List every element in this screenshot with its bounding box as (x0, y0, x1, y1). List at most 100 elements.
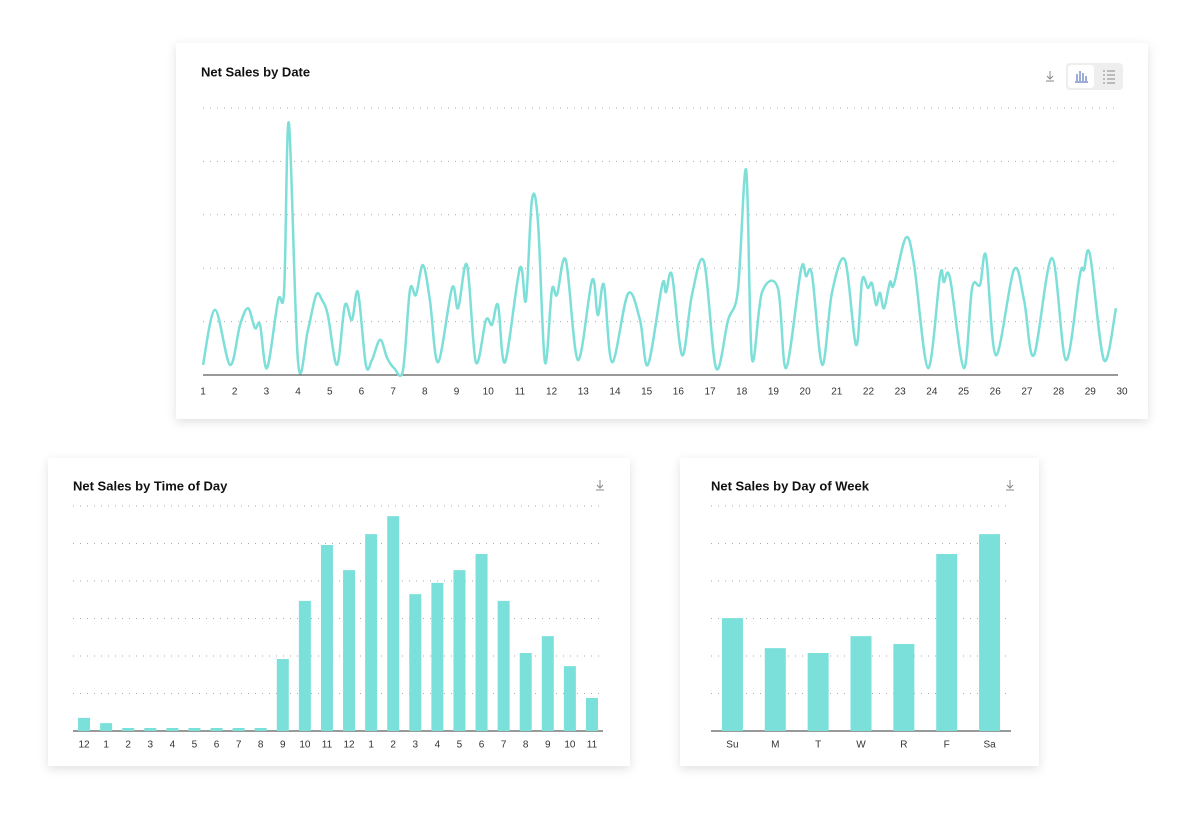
x-tick-label: 27 (1021, 387, 1033, 398)
bar (893, 644, 915, 731)
x-tick-label: 11 (322, 740, 333, 751)
x-tick-label: 19 (768, 387, 780, 398)
x-tick-label: 5 (457, 740, 463, 751)
bar (100, 723, 113, 731)
sales-line (201, 121, 1118, 378)
chart-view-button[interactable] (1068, 65, 1094, 88)
x-tick-label: 4 (170, 740, 176, 751)
bar (764, 648, 786, 731)
bar (519, 653, 532, 731)
bar (541, 636, 554, 731)
x-tick-label: 15 (641, 387, 653, 398)
x-tick-label: 16 (673, 387, 685, 398)
x-tick-label: 6 (214, 740, 220, 751)
x-tick-label: 23 (895, 387, 907, 398)
x-tick-label: 4 (435, 740, 441, 751)
bar (585, 698, 598, 731)
x-tick-label: W (856, 740, 866, 751)
x-tick-label: 12 (546, 387, 558, 398)
x-tick-label: 17 (704, 387, 716, 398)
bar (475, 554, 488, 731)
x-tick-label: 14 (609, 387, 621, 398)
x-tick-label: 7 (501, 740, 507, 751)
x-tick-label: 25 (958, 387, 970, 398)
x-tick-label: M (771, 740, 779, 751)
x-tick-label: 28 (1053, 387, 1065, 398)
x-tick-label: 5 (327, 387, 333, 398)
x-tick-label: 5 (192, 740, 198, 751)
x-tick-label: 1 (200, 387, 206, 398)
x-tick-label: 18 (736, 387, 748, 398)
download-icon[interactable] (1046, 71, 1054, 82)
x-tick-label: 3 (264, 387, 270, 398)
chart-title: Net Sales by Date (201, 64, 310, 79)
x-tick-label: 26 (990, 387, 1002, 398)
bar (850, 636, 872, 731)
x-tick-label: 7 (390, 387, 396, 398)
x-tick-label: 13 (578, 387, 590, 398)
bar (936, 554, 958, 731)
bar (497, 600, 510, 731)
bar (453, 570, 466, 731)
bar (144, 728, 157, 731)
download-icon[interactable] (1006, 480, 1014, 491)
bar (210, 728, 223, 731)
x-tick-label: 8 (523, 740, 529, 751)
x-tick-label: 11 (515, 387, 526, 398)
x-tick-label: 3 (148, 740, 154, 751)
bar (807, 653, 829, 731)
x-tick-label: 29 (1085, 387, 1097, 398)
x-tick-label: 3 (413, 740, 419, 751)
x-tick-label: 6 (479, 740, 485, 751)
x-tick-label: F (944, 740, 950, 751)
list-view-button[interactable] (1103, 70, 1115, 84)
bar (78, 717, 91, 731)
x-tick-label: Sa (983, 740, 996, 751)
x-tick-label: 10 (483, 387, 495, 398)
bar (254, 728, 267, 731)
x-tick-label: Su (726, 740, 738, 751)
x-tick-label: 10 (299, 740, 311, 751)
bar (343, 570, 356, 731)
list-icon (1103, 70, 1115, 84)
card (48, 458, 630, 766)
x-tick-label: 2 (390, 740, 396, 751)
x-tick-label: 10 (564, 740, 576, 751)
x-tick-label: 4 (295, 387, 301, 398)
x-tick-label: 9 (280, 740, 286, 751)
bar (431, 582, 444, 731)
bar (232, 728, 245, 731)
x-tick-label: 21 (831, 387, 843, 398)
x-tick-label: 7 (236, 740, 242, 751)
x-tick-label: 1 (368, 740, 374, 751)
x-tick-label: 9 (545, 740, 551, 751)
bar (365, 534, 378, 731)
x-tick-label: 2 (232, 387, 238, 398)
x-tick-label: 8 (422, 387, 428, 398)
bar (320, 545, 333, 731)
card (176, 43, 1148, 419)
chart-title: Net Sales by Day of Week (711, 478, 870, 493)
bar-icon (1075, 71, 1088, 83)
x-tick-label: 20 (800, 387, 812, 398)
bar (979, 534, 1001, 731)
x-tick-label: 24 (926, 387, 938, 398)
bar (122, 728, 135, 731)
x-tick-label: T (815, 740, 821, 751)
bar (276, 659, 289, 731)
x-tick-label: 8 (258, 740, 264, 751)
x-tick-label: 6 (359, 387, 365, 398)
bar (387, 516, 400, 731)
x-tick-label: 1 (103, 740, 109, 751)
x-tick-label: 12 (343, 740, 355, 751)
x-tick-label: 9 (454, 387, 460, 398)
x-tick-label: 22 (863, 387, 875, 398)
bar (409, 594, 422, 731)
chart-title: Net Sales by Time of Day (73, 478, 228, 493)
bar (563, 666, 576, 731)
x-tick-label: 12 (78, 740, 90, 751)
download-icon[interactable] (596, 480, 604, 491)
x-tick-label: R (900, 740, 907, 751)
